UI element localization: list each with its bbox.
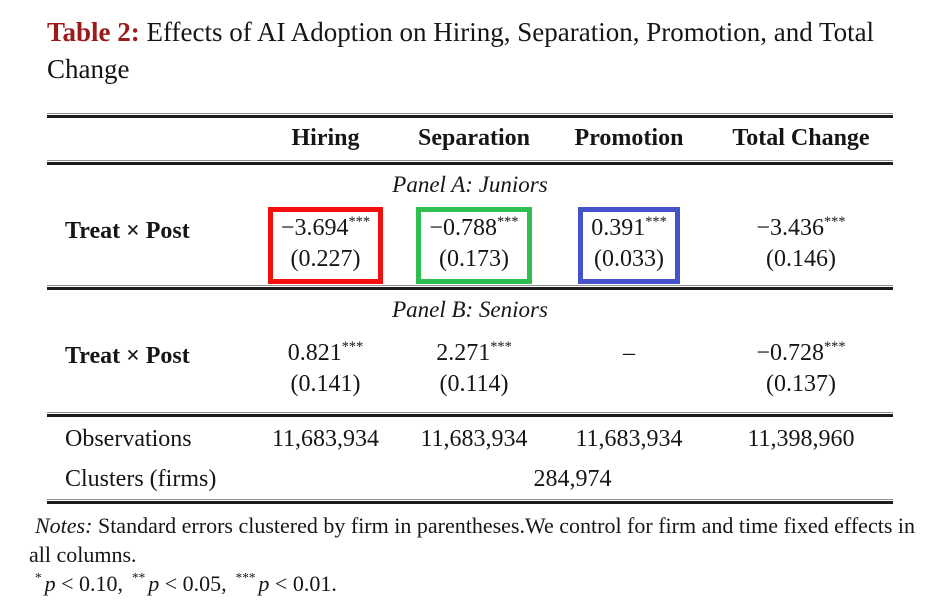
estimate-value: 0.821*** xyxy=(287,338,364,366)
plain-cell: – xyxy=(610,332,648,378)
panel-b-cell-separation: 2.271*** (0.114) xyxy=(399,330,549,409)
estimate-value: −0.788*** xyxy=(429,213,519,241)
estimate-value: −3.694*** xyxy=(280,213,371,241)
significance-stars: *** xyxy=(645,213,667,230)
significance-stars: *** xyxy=(348,213,371,230)
plain-cell: 0.821*** (0.141) xyxy=(275,332,377,409)
rule-top xyxy=(47,112,893,118)
panel-a-title: Panel A: Juniors xyxy=(392,171,548,197)
plain-cell: −3.436*** (0.146) xyxy=(743,207,858,284)
header-row: Hiring Separation Promotion Total Change xyxy=(47,118,893,160)
highlight-box-blue: 0.391*** (0.033) xyxy=(578,206,680,284)
column-header-separation: Separation xyxy=(417,125,530,151)
caption-number: Table 2: xyxy=(47,17,140,47)
significance-stars: *** xyxy=(490,338,512,355)
sig-level-1: *** p < 0.01. xyxy=(235,570,337,596)
notes-paragraph: Notes: Standard errors clustered by firm… xyxy=(29,511,915,569)
clusters-row: Clusters (firms) 284,974 xyxy=(47,461,893,499)
panel-b-row: Treat × Post 0.821*** (0.141) 2.271*** (… xyxy=(47,330,893,412)
panel-b-row-label: Treat × Post xyxy=(65,342,190,369)
standard-error: (0.141) xyxy=(290,371,361,398)
one-star: * xyxy=(35,570,42,586)
panel-a-cell-total-change: −3.436*** (0.146) xyxy=(709,205,893,284)
estimate-value: 2.271*** xyxy=(436,338,512,366)
rule-below-panel-b xyxy=(47,411,893,417)
standard-error: (0.173) xyxy=(439,246,509,273)
estimate-value: −0.728*** xyxy=(756,338,846,366)
panel-a-cell-promotion: 0.391*** (0.033) xyxy=(549,205,709,284)
panel-b-cell-total-change: −0.728*** (0.137) xyxy=(709,330,893,409)
sig-level-10: * p < 0.10, xyxy=(35,570,124,596)
significance-stars: *** xyxy=(496,213,519,230)
three-stars: *** xyxy=(235,570,256,586)
estimate-value: – xyxy=(623,339,635,366)
significance-note: * p < 0.10, ** p < 0.05, *** p < 0.01. xyxy=(29,569,915,598)
caption-text: Effects of AI Adoption on Hiring, Separa… xyxy=(47,17,875,85)
standard-error: (0.033) xyxy=(594,246,664,273)
observations-label: Observations xyxy=(65,426,192,452)
standard-error: (0.227) xyxy=(290,246,361,273)
highlight-box-red: −3.694*** (0.227) xyxy=(267,206,384,284)
observations-hiring: 11,683,934 xyxy=(271,426,380,452)
panel-b-cell-promotion: – xyxy=(549,330,709,378)
column-header-hiring: Hiring xyxy=(291,125,360,151)
panel-b-cell-hiring: 0.821*** (0.141) xyxy=(252,330,399,409)
highlight-box-green: −0.788*** (0.173) xyxy=(416,206,532,284)
plain-cell: −0.728*** (0.137) xyxy=(743,332,858,409)
two-stars: ** xyxy=(132,570,146,586)
rule-bottom xyxy=(47,498,893,504)
panel-b-title: Panel B: Seniors xyxy=(392,296,548,322)
panel-a-cell-separation: −0.788*** (0.173) xyxy=(399,205,549,284)
observations-row: Observations 11,683,934 11,683,934 11,68… xyxy=(47,417,893,461)
regression-table: Hiring Separation Promotion Total Change… xyxy=(47,112,893,504)
clusters-label: Clusters (firms) xyxy=(65,466,217,492)
panel-a-cell-hiring: −3.694*** (0.227) xyxy=(252,205,399,284)
sig-level-5: ** p < 0.05, xyxy=(132,570,227,596)
panel-a-row: Treat × Post −3.694*** (0.227) −0.788***… xyxy=(47,205,893,285)
significance-stars: *** xyxy=(823,338,846,355)
estimate-value: −3.436*** xyxy=(756,213,846,241)
standard-error: (0.114) xyxy=(439,371,509,398)
column-header-total-change: Total Change xyxy=(732,125,870,151)
significance-stars: *** xyxy=(823,213,846,230)
rule-below-header xyxy=(47,159,893,165)
column-header-promotion: Promotion xyxy=(574,125,684,151)
table-notes: Notes: Standard errors clustered by firm… xyxy=(29,511,915,598)
plain-cell: 2.271*** (0.114) xyxy=(423,332,525,409)
rule-below-panel-a xyxy=(47,284,893,290)
observations-separation: 11,683,934 xyxy=(420,426,528,452)
significance-stars: *** xyxy=(341,338,364,355)
panel-a-row-label: Treat × Post xyxy=(65,217,190,244)
notes-label: Notes: xyxy=(35,512,93,538)
notes-body: Standard errors clustered by firm in par… xyxy=(29,512,915,567)
observations-promotion: 11,683,934 xyxy=(575,426,683,452)
observations-total-change: 11,398,960 xyxy=(747,426,855,452)
standard-error: (0.137) xyxy=(766,371,836,398)
table-caption: Table 2: Effects of AI Adoption on Hirin… xyxy=(47,14,911,89)
clusters-value: 284,974 xyxy=(533,466,612,492)
standard-error: (0.146) xyxy=(766,246,836,273)
estimate-value: 0.391*** xyxy=(591,213,667,241)
